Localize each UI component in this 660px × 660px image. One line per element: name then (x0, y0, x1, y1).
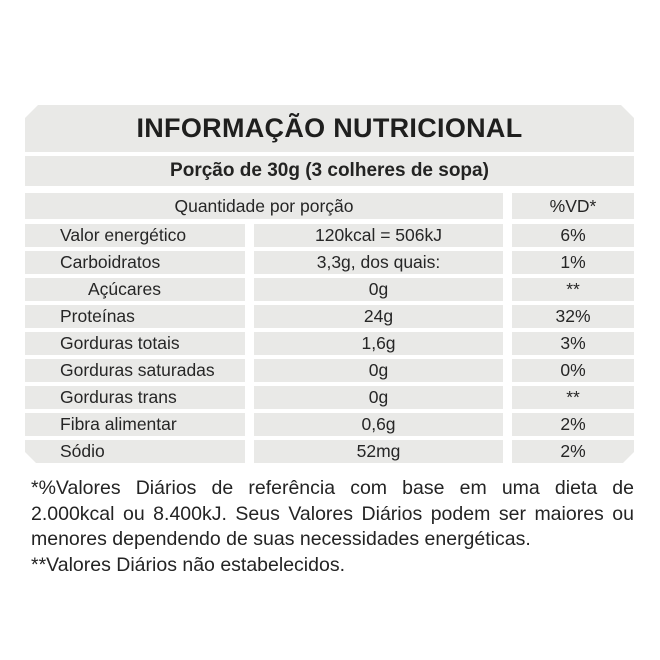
row-dv: 6% (512, 224, 634, 247)
footnote-daily-values: *%Valores Diários de referência com base… (31, 477, 634, 550)
row-name: Proteínas (25, 305, 245, 328)
row-amount: 0g (254, 386, 503, 409)
row-name: Açúcares (25, 278, 245, 301)
footnotes: *%Valores Diários de referência com base… (25, 476, 634, 578)
row-name: Sódio (25, 440, 245, 463)
table-header-row: Quantidade por porção %VD* (25, 193, 634, 219)
row-name: Gorduras totais (25, 332, 245, 355)
row-dv: 3% (512, 332, 634, 355)
footnote-not-established: **Valores Diários não estabelecidos. (31, 553, 345, 576)
row-dv: 0% (512, 359, 634, 382)
row-amount: 0g (254, 278, 503, 301)
row-dv: 2% (512, 440, 634, 463)
row-name: Fibra alimentar (25, 413, 245, 436)
row-name: Carboidratos (25, 251, 245, 274)
row-dv: ** (512, 278, 634, 301)
row-dv: 1% (512, 251, 634, 274)
row-dv: 2% (512, 413, 634, 436)
header-quantity: Quantidade por porção (25, 193, 503, 219)
table-row: Fibra alimentar 0,6g 2% (25, 413, 634, 436)
row-name: Gorduras trans (25, 386, 245, 409)
nutrition-label: INFORMAÇÃO NUTRICIONAL Porção de 30g (3 … (25, 105, 634, 578)
table-row: Valor energético 120kcal = 506kJ 6% (25, 224, 634, 247)
row-dv: 32% (512, 305, 634, 328)
table-row: Sódio 52mg 2% (25, 440, 634, 463)
table-row: Gorduras totais 1,6g 3% (25, 332, 634, 355)
row-dv: ** (512, 386, 634, 409)
row-amount: 24g (254, 305, 503, 328)
table-row: Açúcares 0g ** (25, 278, 634, 301)
row-name: Gorduras saturadas (25, 359, 245, 382)
table-row: Carboidratos 3,3g, dos quais: 1% (25, 251, 634, 274)
row-amount: 120kcal = 506kJ (254, 224, 503, 247)
row-name: Valor energético (25, 224, 245, 247)
label-title: INFORMAÇÃO NUTRICIONAL (25, 105, 634, 152)
row-amount: 3,3g, dos quais: (254, 251, 503, 274)
header-dv: %VD* (512, 193, 634, 219)
row-amount: 0,6g (254, 413, 503, 436)
row-amount: 0g (254, 359, 503, 382)
row-amount: 52mg (254, 440, 503, 463)
portion-row: Porção de 30g (3 colheres de sopa) (25, 156, 634, 186)
table-row: Proteínas 24g 32% (25, 305, 634, 328)
row-amount: 1,6g (254, 332, 503, 355)
table-row: Gorduras saturadas 0g 0% (25, 359, 634, 382)
table-row: Gorduras trans 0g ** (25, 386, 634, 409)
